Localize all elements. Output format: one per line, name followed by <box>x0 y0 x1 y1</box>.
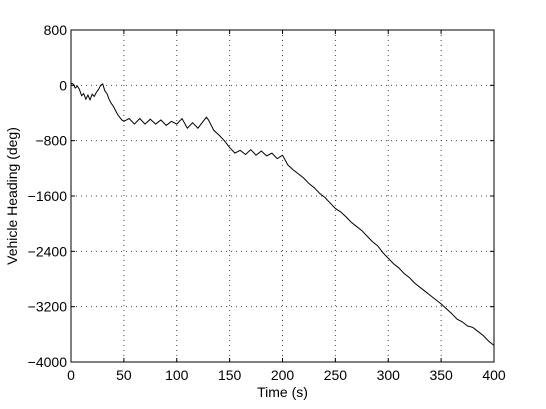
x-tick-label: 300 <box>377 367 401 383</box>
x-tick-label: 400 <box>482 367 506 383</box>
series-group <box>70 82 495 346</box>
x-tick-label: 100 <box>165 367 189 383</box>
y-tick-label: −2400 <box>28 243 68 259</box>
y-tick-label: −3200 <box>28 299 68 315</box>
x-tick-label: 150 <box>218 367 242 383</box>
plot-frame <box>70 29 495 363</box>
y-tick-label: −1600 <box>28 188 68 204</box>
x-tick-label: 200 <box>271 367 295 383</box>
x-tick-label: 250 <box>324 367 348 383</box>
series-line <box>70 82 495 346</box>
y-tick-label: −4000 <box>28 354 68 370</box>
x-tick-labels: 0 50 100 150 200 250 300 350 400 <box>67 367 506 383</box>
axis-ticks <box>70 29 495 363</box>
y-axis-label: Vehicle Heading (deg) <box>4 127 20 265</box>
x-tick-label: 0 <box>67 367 75 383</box>
x-axis-label: Time (s) <box>257 384 308 400</box>
y-tick-label: 800 <box>44 22 68 38</box>
grid-lines <box>71 30 494 362</box>
y-tick-label: −800 <box>35 133 67 149</box>
x-tick-label: 50 <box>116 367 132 383</box>
y-tick-label: 0 <box>59 77 67 93</box>
y-tick-labels: 800 0 −800 −1600 −2400 −3200 −4000 <box>28 22 68 370</box>
x-tick-label: 350 <box>429 367 453 383</box>
